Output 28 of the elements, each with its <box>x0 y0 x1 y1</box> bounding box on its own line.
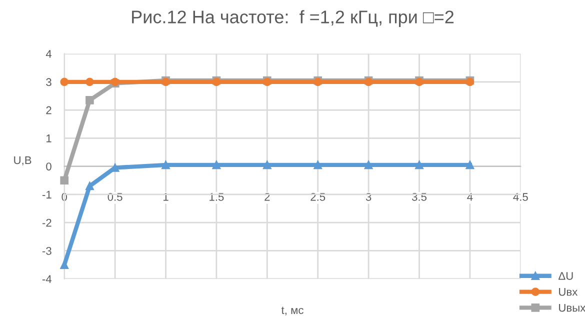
point <box>212 160 221 170</box>
chart-title: Рис.12 На частоте: f =1,2 кГц, при □=2 <box>132 10 454 27</box>
y-tick-label: 4 <box>46 50 52 58</box>
x-axis-title: t, мс <box>281 306 304 316</box>
y-tick-label: -3 <box>42 247 52 255</box>
y-tick-label: 2 <box>46 106 52 114</box>
point <box>60 176 69 185</box>
point <box>364 160 373 170</box>
x-tick-label: 4.5 <box>513 193 528 201</box>
point <box>86 78 94 86</box>
y-axis-title: U,B <box>14 156 32 166</box>
point <box>466 160 474 170</box>
y-tick-label: -1 <box>42 190 52 198</box>
y-tick-label: 1 <box>46 134 52 142</box>
y-tick-label: 0 <box>46 162 52 170</box>
point <box>162 160 170 170</box>
point <box>60 78 69 86</box>
legend-label: ΔU <box>558 272 573 280</box>
point <box>60 260 69 269</box>
y-tick-label: -2 <box>42 218 52 227</box>
y-tick-label: -4 <box>42 275 52 283</box>
point <box>314 160 322 170</box>
legend-label: Uвх <box>559 288 578 296</box>
point <box>415 160 424 170</box>
point <box>86 182 94 190</box>
point <box>86 96 94 104</box>
point <box>262 160 272 170</box>
y-tick-label: 3 <box>46 78 52 86</box>
